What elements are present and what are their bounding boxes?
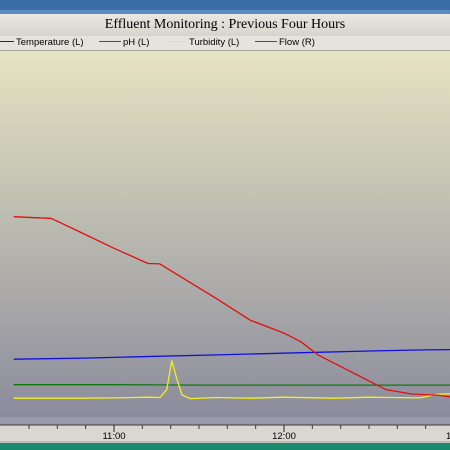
window-top-strip-inner [0, 10, 450, 14]
legend-swatch-flow [255, 40, 277, 42]
legend-item-temperature: Temperature (L) [0, 36, 84, 50]
plot-area [0, 51, 450, 417]
series-line-turbidity [13, 360, 450, 400]
legend-label-flow: Flow (R) [279, 37, 315, 48]
chart-title-bar: Effluent Monitoring : Previous Four Hour… [0, 14, 450, 37]
legend: Temperature (L) pH (L) Turbidity (L) Flo… [0, 36, 450, 51]
x-axis-band [0, 425, 450, 441]
series-line-temperature [13, 348, 450, 360]
x-ticks: 11:00 12:00 1 [28, 425, 450, 442]
legend-item-flow: Flow (R) [255, 36, 315, 50]
plot-floor [0, 417, 450, 425]
series-line-flow [13, 216, 450, 398]
x-tick-label: 12:00 [272, 431, 296, 442]
chart-title: Effluent Monitoring : Previous Four Hour… [104, 17, 346, 32]
legend-label-temperature: Temperature (L) [16, 37, 84, 48]
legend-label-turbidity: Turbidity (L) [189, 37, 240, 48]
series-lines [13, 216, 450, 400]
window-bottom-divider [0, 441, 450, 443]
x-tick-label: 11:00 [102, 431, 125, 442]
legend-swatch-ph [99, 40, 121, 42]
window-bottom-strip [0, 443, 450, 450]
legend-swatch-turbidity [165, 40, 187, 42]
legend-swatch-temperature [0, 40, 14, 42]
legend-item-ph: pH (L) [99, 36, 149, 50]
legend-label-ph: pH (L) [123, 37, 150, 48]
x-tick-label: 1 [446, 431, 450, 442]
legend-item-turbidity: Turbidity (L) [165, 36, 239, 50]
window-top-strip [0, 0, 450, 14]
